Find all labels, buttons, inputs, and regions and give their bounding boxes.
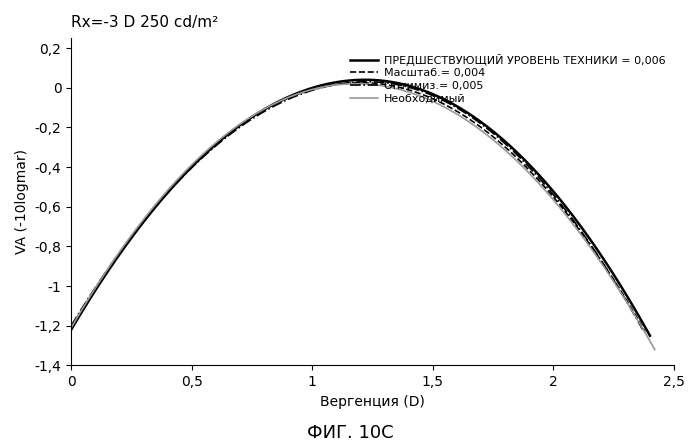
Legend: ПРЕДШЕСТВУЮЩИЙ УРОВЕНЬ ТЕХНИКИ = 0,006, Масштаб.= 0,004, Оптимиз.= 0,005, Необхо: ПРЕДШЕСТВУЮЩИЙ УРОВЕНЬ ТЕХНИКИ = 0,006, …: [347, 50, 668, 107]
Y-axis label: VA (-10logmar): VA (-10logmar): [15, 149, 29, 254]
Text: ФИГ. 10C: ФИГ. 10C: [307, 424, 393, 442]
X-axis label: Вергенция (D): Вергенция (D): [320, 395, 425, 409]
Text: Rx=-3 D 250 cd/m²: Rx=-3 D 250 cd/m²: [71, 15, 218, 30]
